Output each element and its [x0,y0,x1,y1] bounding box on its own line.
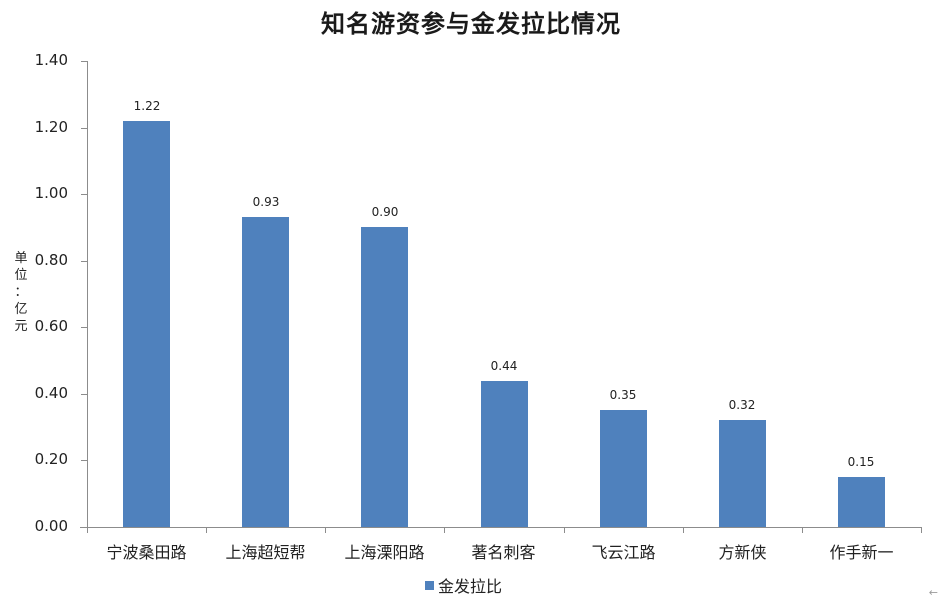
y-axis-label-char: 元 [14,319,28,334]
x-category-label: 上海超短帮 [225,543,306,562]
y-tick-label: 0.40 [34,384,68,402]
y-tick [81,261,87,262]
y-axis-line [87,61,88,527]
y-tick-label: 0.60 [34,317,68,335]
y-tick-label: 0.20 [34,450,68,468]
bar-value-label: 0.35 [609,388,637,402]
arrow-left-icon: ← [928,586,938,599]
bar-value-label: 0.90 [371,205,399,219]
y-axis-label-char: 亿 [14,302,28,317]
x-axis-line [80,527,921,528]
y-tick-label: 0.00 [34,517,68,535]
x-category-label: 著名刺客 [471,543,536,562]
y-axis-label: 单 位 ： 亿 元 [12,250,30,335]
x-category-label: 作手新一 [829,543,894,562]
legend-swatch-icon [425,580,434,590]
bar-value-label: 0.44 [490,359,518,373]
legend-label: 金发拉比 [438,577,503,596]
bar-value-label: 0.32 [728,398,756,412]
x-category-label: 宁波桑田路 [106,543,187,562]
bar [242,217,289,527]
x-tick [802,527,803,533]
y-axis-label-char: 位 [14,268,28,283]
y-tick-label: 1.40 [34,51,68,69]
x-category-label: 上海溧阳路 [344,543,425,562]
y-tick [81,61,87,62]
x-category-label: 方新侠 [718,543,767,562]
bar [600,410,647,527]
x-category-label: 飞云江路 [591,543,656,562]
y-tick [81,527,87,528]
y-tick [81,394,87,395]
y-axis-label-char: 单 [14,251,28,266]
y-tick [81,194,87,195]
x-tick [921,527,922,533]
bar-value-label: 0.93 [252,195,280,209]
y-tick-label: 1.00 [34,184,68,202]
bar [361,227,408,527]
x-tick [683,527,684,533]
bar-value-label: 0.15 [847,455,875,469]
y-tick-label: 0.80 [34,251,68,269]
y-tick-label: 1.20 [34,118,68,136]
bar [481,381,528,527]
bar-value-label: 1.22 [133,99,161,113]
y-tick [81,128,87,129]
y-axis-label-char: ： [14,285,28,300]
chart-title: 知名游资参与金发拉比情况 [321,9,621,38]
bar [123,121,170,527]
x-tick [325,527,326,533]
x-tick [206,527,207,533]
x-tick [87,527,88,533]
y-tick [81,327,87,328]
bar [838,477,885,527]
bar [719,420,766,527]
x-tick [564,527,565,533]
x-tick [444,527,445,533]
legend: 金发拉比 [425,573,502,597]
y-tick [81,460,87,461]
